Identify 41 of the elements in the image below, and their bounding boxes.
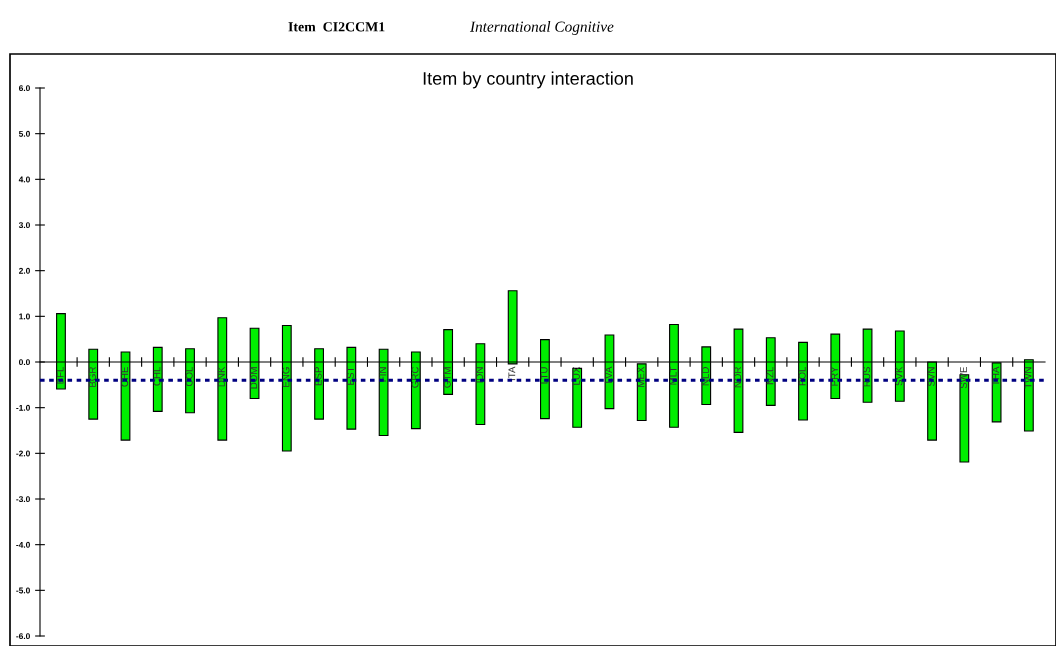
x-tick-label: COL	[185, 366, 193, 387]
x-tick-label: RUS	[863, 367, 871, 387]
x-tick-label: BGR	[88, 367, 96, 387]
x-tick-label: CHL	[153, 366, 161, 386]
text: International Cognitive	[469, 21, 614, 35]
y-tick-label: -5.0	[16, 587, 30, 594]
y-tick-label: 0.0	[19, 359, 30, 366]
x-tick-label: NZL	[766, 366, 774, 385]
y-tick-label: 2.0	[18, 267, 30, 274]
y-tick-label: -3.0	[16, 496, 30, 503]
x-tick-label: GTM	[443, 367, 451, 388]
y-tick-label: 6.0	[19, 85, 30, 92]
y-tick-label: -1.0	[16, 404, 30, 411]
x-tick-label: TWN	[1024, 367, 1032, 389]
text: Item CI2CCM1	[288, 22, 385, 32]
x-tick-label: PRY	[831, 366, 838, 386]
x-tick-label: ESP	[314, 367, 322, 386]
x-tick-label: DNK	[218, 366, 225, 387]
y-tick-label: -4.0	[16, 541, 30, 548]
x-tick-label: MLT	[669, 366, 677, 385]
x-tick-label: LUX	[573, 366, 580, 385]
y-tick-label: 5.0	[18, 130, 30, 137]
y-tick-label: 3.0	[18, 222, 30, 229]
x-tick-label: EST	[347, 366, 354, 385]
x-tick-label: POL	[798, 366, 806, 386]
y-tick-label: -6.0	[16, 633, 30, 640]
x-tick-label: MEX	[637, 366, 645, 387]
x-tick-label: ENG	[282, 367, 290, 387]
x-tick-label: THA	[992, 366, 1000, 386]
y-tick-label: 1.0	[19, 313, 30, 320]
y-tick-label: -2.0	[16, 450, 30, 457]
x-tick-label: SWE	[960, 366, 967, 389]
x-tick-label: DOM	[250, 367, 258, 389]
x-tick-label: SVN	[927, 367, 935, 387]
x-tick-label: SVK	[895, 366, 903, 386]
x-tick-label: LTU	[540, 367, 548, 384]
chart-title: Item by country interaction	[423, 71, 633, 89]
y-tick-label: 4.0	[18, 176, 30, 183]
x-tick-label: CHE	[121, 366, 129, 387]
x-tick-label: NLD	[702, 367, 709, 386]
bar	[572, 367, 583, 428]
